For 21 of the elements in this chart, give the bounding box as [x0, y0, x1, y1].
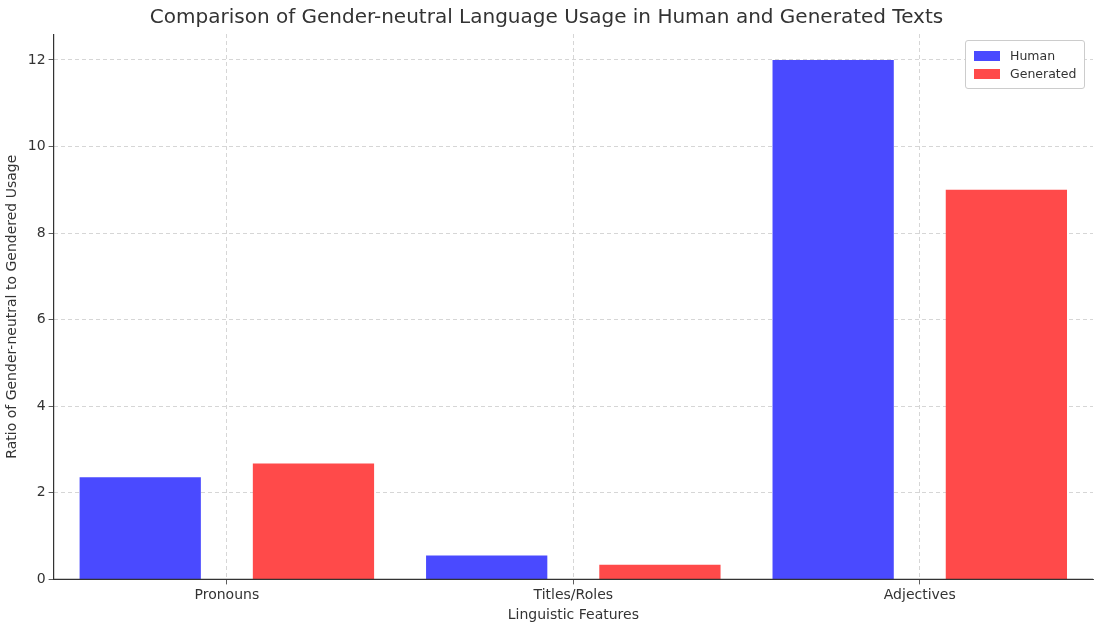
legend-label: Human [1010, 48, 1056, 63]
y-tick-label: 10 [27, 137, 46, 154]
x-tick-label: Adjectives [883, 586, 956, 603]
bar [79, 477, 201, 579]
bar [426, 555, 548, 579]
chart-title: Comparison of Gender-neutral Language Usage in Human and Generated Texts [149, 4, 944, 29]
y-tick-label: 2 [36, 483, 46, 500]
y-tick-label: 12 [27, 50, 46, 67]
legend-label: Generated [1010, 66, 1077, 81]
bar [252, 463, 375, 579]
x-tick-label: Titles/Roles [532, 586, 614, 603]
y-axis-title: Ratio of Gender-neutral to Gendered Usage [3, 154, 20, 459]
y-tick-label: 6 [36, 310, 46, 327]
bar [599, 564, 721, 579]
bar [945, 189, 1068, 579]
x-tick-label: Pronouns [194, 586, 260, 603]
y-tick-label: 0 [36, 570, 46, 587]
y-tick-label: 8 [36, 223, 46, 240]
bar [772, 59, 894, 579]
x-axis-title: Linguistic Features [507, 606, 639, 623]
y-tick-label: 4 [36, 396, 46, 413]
